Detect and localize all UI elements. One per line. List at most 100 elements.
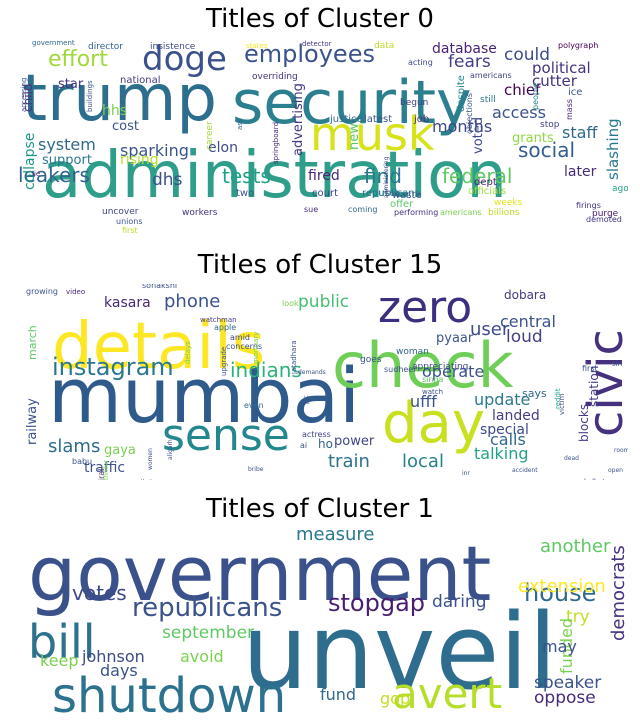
word-political: political bbox=[532, 59, 591, 77]
word-special: special bbox=[480, 422, 529, 438]
word-kasara: kasara bbox=[104, 295, 151, 311]
word-day: day bbox=[382, 391, 485, 456]
word-acting: acting bbox=[408, 58, 433, 67]
word-collapse: collapse bbox=[22, 133, 38, 190]
word-aligarh: aligarh bbox=[167, 439, 174, 460]
word-slashing: slashing bbox=[604, 118, 622, 180]
word-keep: keep bbox=[40, 651, 79, 670]
word-grants: grants bbox=[512, 131, 554, 146]
word-babu: babu bbox=[72, 457, 92, 466]
word-slams: slams bbox=[48, 436, 100, 457]
word-ufff: ufff bbox=[410, 392, 437, 411]
word-amid: amid bbox=[230, 333, 250, 342]
word-kolkata: kolkata bbox=[584, 478, 609, 480]
word-springboard: springboard bbox=[272, 122, 280, 164]
word-upgrade: upgrade bbox=[220, 347, 228, 376]
word-states: states bbox=[246, 42, 268, 50]
word-goes: goes bbox=[360, 355, 382, 365]
word-dobara: dobara bbox=[504, 288, 546, 302]
word-daring: daring bbox=[432, 592, 487, 612]
word-gaya: gaya bbox=[104, 443, 136, 458]
word-cutter: cutter bbox=[532, 72, 578, 90]
word-latest: latest bbox=[364, 114, 392, 125]
word-tests: tests bbox=[222, 164, 271, 188]
word-advertising: advertising bbox=[291, 83, 306, 156]
word-instagram: instagram bbox=[52, 353, 174, 381]
word-doge: doge bbox=[142, 39, 227, 79]
word-watchman: watchman bbox=[200, 316, 237, 324]
word-republicans: republicans bbox=[132, 593, 282, 623]
word-dept: dept bbox=[474, 177, 497, 188]
word-landed: landed bbox=[492, 408, 540, 424]
word-security: security bbox=[232, 68, 472, 138]
word-officials: officials bbox=[468, 186, 506, 197]
word-delays: delays bbox=[184, 341, 192, 364]
word-phone: phone bbox=[164, 291, 220, 312]
word-train: train bbox=[328, 451, 370, 472]
word-shutdown: shutdown bbox=[52, 668, 286, 724]
wordcloud-panel-0: Titles of Cluster 0 administration securi… bbox=[0, 0, 640, 240]
word-buildings: buildings bbox=[86, 80, 94, 112]
word-gop: gop bbox=[380, 689, 410, 708]
word-objections: objections bbox=[465, 93, 474, 134]
word-demoted: demoted bbox=[586, 215, 622, 224]
word-begun: begun bbox=[400, 98, 428, 108]
word-sudheer: sudheer bbox=[384, 365, 417, 374]
word-offer: offer bbox=[390, 199, 414, 210]
word-funded: funded bbox=[557, 618, 576, 674]
word-votes: votes bbox=[72, 581, 127, 605]
word-station: station bbox=[587, 366, 601, 407]
word-avert: avert bbox=[392, 669, 502, 718]
word-accessing: accessing bbox=[20, 78, 28, 112]
word-accident: accident bbox=[512, 467, 538, 474]
word-despite: despite bbox=[456, 75, 467, 112]
word-demands: demands bbox=[298, 369, 326, 376]
word-americans: americans bbox=[440, 208, 482, 217]
word-administering: administering bbox=[383, 156, 390, 198]
word-waste: waste bbox=[392, 190, 422, 201]
word-performing: performing bbox=[394, 208, 438, 217]
word-employees: employees bbox=[244, 40, 375, 68]
word-government: government bbox=[32, 39, 75, 47]
word-fears: fears bbox=[448, 52, 491, 72]
word-room: room bbox=[614, 447, 628, 454]
word-march: march bbox=[26, 325, 39, 360]
word-watch: watch bbox=[422, 388, 443, 396]
word-mass: mass bbox=[565, 99, 574, 120]
word-may: may bbox=[542, 637, 577, 656]
word-even: even bbox=[244, 401, 264, 410]
word-check: check bbox=[332, 329, 514, 402]
word-sonakshi: sonakshi bbox=[142, 284, 177, 290]
word-elon: elon bbox=[208, 140, 238, 156]
word-insistence: insistence bbox=[150, 42, 196, 52]
word-star: star bbox=[58, 77, 84, 92]
word-polygraph: polygraph bbox=[558, 41, 598, 50]
word-siri: siri bbox=[612, 360, 622, 368]
panel-title: Titles of Cluster 1 bbox=[206, 494, 434, 524]
word-later: later bbox=[564, 164, 597, 180]
word-update: update bbox=[474, 390, 530, 409]
word-ice: ice bbox=[568, 87, 582, 98]
word-fired: fired bbox=[308, 168, 340, 184]
word-actress: actress bbox=[302, 430, 331, 439]
word-firings: firings bbox=[576, 201, 601, 210]
word-oppose: oppose bbox=[534, 688, 596, 708]
word-leakers: leakers bbox=[18, 163, 90, 187]
word-musk: musk bbox=[310, 107, 435, 161]
word-johnson: johnson bbox=[81, 647, 145, 666]
word-railway: railway bbox=[25, 398, 40, 445]
word-appreciating: appreciating bbox=[412, 362, 468, 372]
word-database: database bbox=[432, 41, 497, 57]
word-user: user bbox=[470, 319, 510, 340]
word-speaker: speaker bbox=[534, 673, 601, 693]
word-unveil: unveil bbox=[242, 591, 557, 713]
word-concerns: concerns bbox=[226, 342, 262, 351]
word-reddit: reddit bbox=[554, 388, 562, 409]
word-sinha: sinha bbox=[422, 375, 444, 384]
word-rising: rising bbox=[120, 152, 159, 168]
word-social: social bbox=[518, 138, 575, 162]
word-loud: loud bbox=[506, 327, 543, 347]
word-traffic: traffic bbox=[84, 460, 125, 476]
